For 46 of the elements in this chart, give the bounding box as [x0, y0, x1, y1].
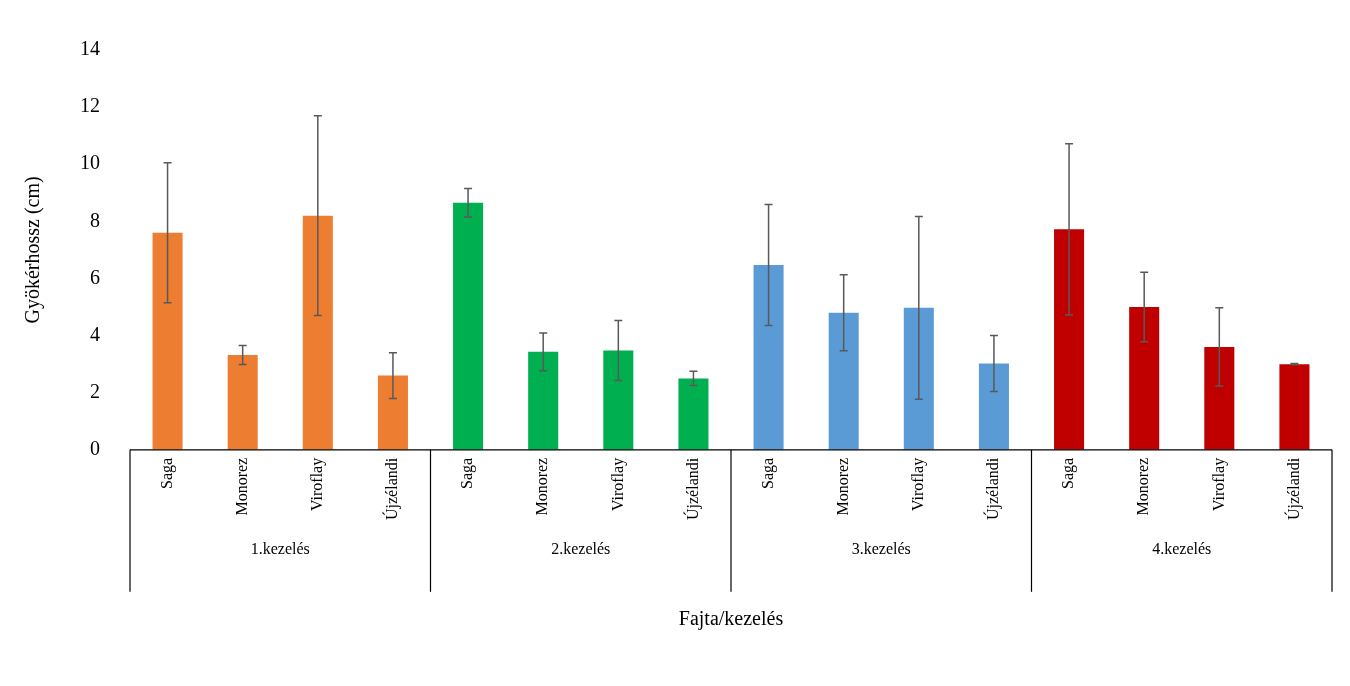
x-tick-label: Viroflay — [608, 457, 627, 512]
bar — [1129, 307, 1160, 450]
x-tick-label: Saga — [458, 457, 477, 489]
bar — [978, 363, 1009, 450]
bar — [753, 265, 784, 450]
x-tick-label: Monorez — [232, 457, 250, 516]
x-tick-label: Újzélandi — [682, 457, 702, 521]
x-tick-label: Újzélandi — [382, 457, 402, 521]
y-tick-label: 0 — [90, 437, 100, 460]
bar — [1054, 229, 1085, 450]
x-tick-label: Monorez — [533, 457, 551, 516]
bar — [528, 351, 559, 450]
y-tick-label: 12 — [80, 94, 100, 117]
text: 3.kezelés — [851, 540, 911, 558]
x-tick-label: Viroflay — [1209, 457, 1228, 512]
y-tick-label: 2 — [90, 379, 100, 402]
x-tick-label: Saga — [157, 457, 176, 489]
bar — [453, 202, 484, 450]
x-tick-label: Saga — [758, 457, 777, 489]
x-tick-label: Monorez — [833, 457, 851, 516]
bar — [377, 375, 408, 450]
x-tick-label: Monorez — [1134, 457, 1152, 516]
y-tick-label: 6 — [90, 265, 100, 288]
bar — [152, 232, 183, 450]
x-tick-label: Újzélandi — [1283, 457, 1303, 521]
bar — [603, 350, 634, 450]
x-tick-label: Viroflay — [308, 457, 327, 512]
bar — [1204, 347, 1235, 450]
text: 1.kezelés — [250, 540, 310, 558]
y-tick-label: 14 — [80, 37, 100, 60]
bar — [227, 354, 258, 450]
x-tick-label: Saga — [1059, 457, 1078, 489]
x-axis-title: Fajta/kezelés — [678, 607, 784, 631]
bar — [828, 312, 859, 450]
text: 2.kezelés — [551, 540, 611, 558]
y-tick-label: 10 — [80, 151, 100, 174]
bar — [302, 215, 333, 450]
bar — [903, 307, 934, 450]
bar — [1279, 364, 1310, 450]
x-tick-label: Viroflay — [909, 457, 928, 512]
y-tick-label: 4 — [90, 322, 100, 345]
bar — [678, 378, 709, 450]
y-tick-label: 8 — [90, 208, 100, 231]
x-tick-label: Újzélandi — [983, 457, 1003, 521]
y-axis-title: Gyökérhossz (cm) — [21, 176, 45, 324]
text: 4.kezelés — [1152, 540, 1212, 558]
